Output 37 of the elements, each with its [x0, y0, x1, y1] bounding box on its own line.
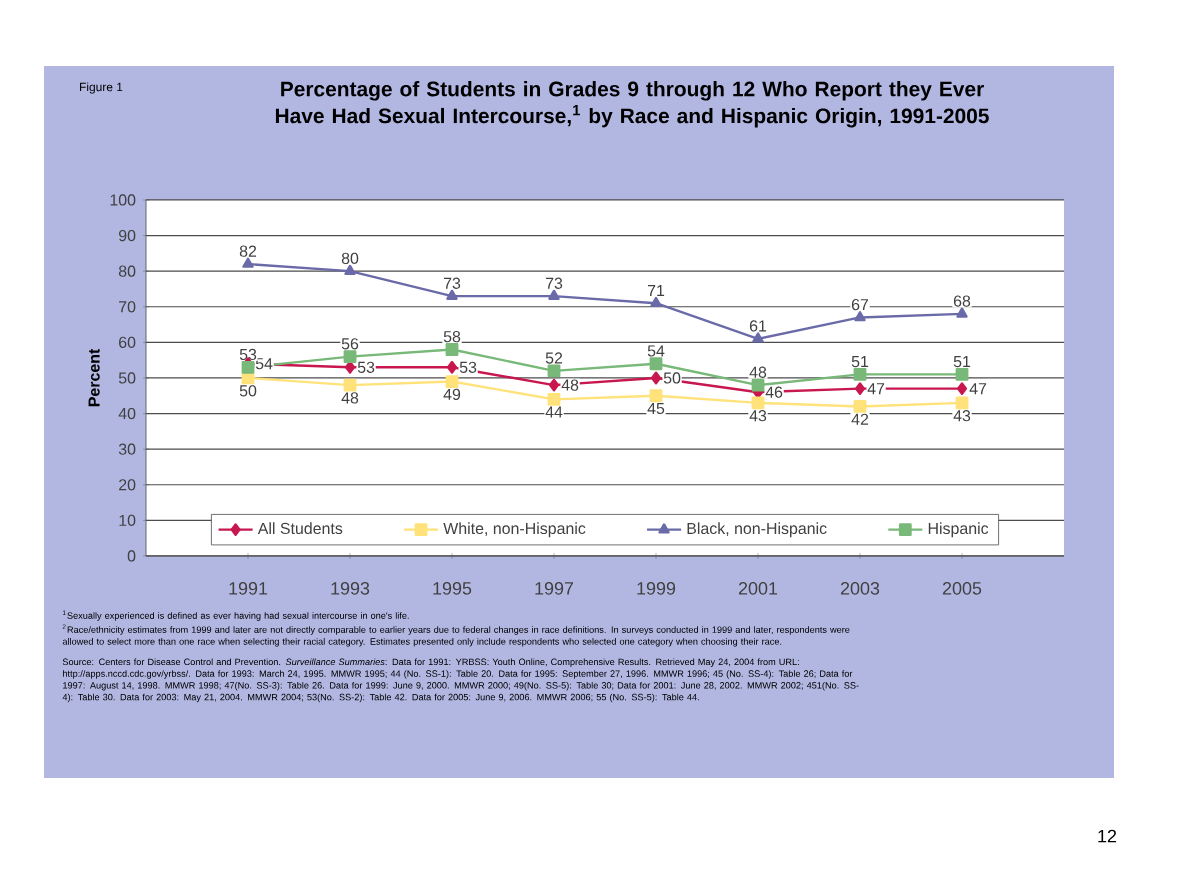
- point: [445, 375, 459, 388]
- point: [242, 257, 254, 268]
- point: [853, 400, 867, 413]
- point: [548, 378, 560, 392]
- text: 12: [1098, 829, 1117, 843]
- point: [547, 392, 561, 406]
- x-tick-label: 1997: [535, 582, 574, 595]
- point: [650, 296, 662, 308]
- x-tick-label: 2003: [840, 582, 880, 595]
- point: [955, 368, 969, 381]
- point: [955, 396, 969, 410]
- x-tick-label: 1995: [433, 582, 472, 595]
- x-tick-label: 1991: [229, 582, 268, 595]
- point: [547, 364, 561, 378]
- point: [853, 368, 867, 381]
- point: [344, 264, 356, 275]
- x-tick-label: 2005: [942, 582, 982, 595]
- point: [752, 332, 764, 343]
- x-tick-label: 2001: [738, 582, 778, 595]
- point: [751, 378, 765, 392]
- point: [445, 343, 459, 356]
- point: [343, 350, 357, 364]
- point: [650, 371, 662, 385]
- point: [854, 311, 866, 322]
- chart-title: Percentage of Students in Grades 9 through 12 Who Report they Ever Have Had Sexual Intercourse,$^{1}$ by Race and Hispanic Origin, 1991-2005: [275, 81, 989, 128]
- point: [649, 357, 663, 371]
- x-tick-label: 1999: [637, 582, 676, 595]
- x-tick-label: 1993: [331, 582, 370, 595]
- point: [854, 382, 866, 396]
- point: [446, 289, 458, 300]
- point: [343, 378, 357, 392]
- point: [548, 289, 560, 300]
- point: [956, 382, 968, 396]
- point: [751, 396, 765, 410]
- point: [649, 389, 663, 403]
- point: [956, 307, 968, 318]
- point: [446, 360, 458, 374]
